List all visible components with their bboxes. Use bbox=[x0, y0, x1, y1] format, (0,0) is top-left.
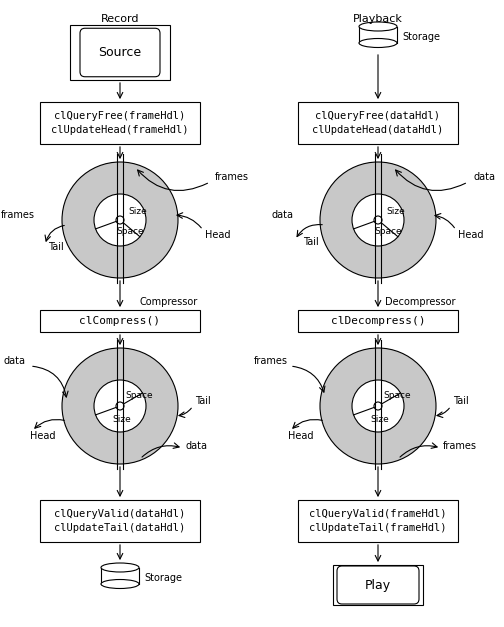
FancyBboxPatch shape bbox=[80, 28, 160, 76]
Bar bbox=[40, 102, 200, 144]
Text: Space: Space bbox=[125, 391, 153, 401]
Circle shape bbox=[94, 194, 146, 246]
Ellipse shape bbox=[359, 38, 397, 48]
Text: Play: Play bbox=[365, 579, 391, 591]
Ellipse shape bbox=[359, 22, 397, 31]
Text: Head: Head bbox=[205, 230, 230, 240]
Circle shape bbox=[374, 216, 382, 224]
Text: Size: Size bbox=[128, 208, 147, 216]
Text: Storage: Storage bbox=[144, 573, 182, 583]
Text: Space: Space bbox=[374, 228, 402, 236]
Bar bbox=[298, 102, 458, 144]
Bar bbox=[40, 500, 200, 542]
Ellipse shape bbox=[101, 579, 139, 589]
Text: Decompressor: Decompressor bbox=[386, 297, 456, 307]
Circle shape bbox=[116, 216, 124, 224]
Text: data: data bbox=[271, 210, 293, 220]
Text: frames: frames bbox=[1, 210, 35, 220]
Text: Head: Head bbox=[458, 230, 483, 240]
Circle shape bbox=[117, 404, 122, 409]
Bar bbox=[40, 310, 200, 332]
Bar bbox=[298, 310, 458, 332]
Circle shape bbox=[352, 194, 404, 246]
Text: Source: Source bbox=[98, 46, 142, 59]
Text: Space: Space bbox=[383, 391, 411, 401]
Bar bbox=[70, 25, 170, 80]
Circle shape bbox=[94, 380, 146, 432]
Text: clQueryValid(dataHdl)
clUpdateTail(dataHdl): clQueryValid(dataHdl) clUpdateTail(dataH… bbox=[54, 508, 185, 534]
Ellipse shape bbox=[101, 563, 139, 572]
Circle shape bbox=[374, 402, 382, 410]
Bar bbox=[333, 565, 423, 605]
Text: clQueryValid(frameHdl)
clUpdateTail(frameHdl): clQueryValid(frameHdl) clUpdateTail(fram… bbox=[309, 508, 447, 534]
Text: clCompress(): clCompress() bbox=[80, 316, 160, 326]
Circle shape bbox=[375, 404, 381, 409]
Text: Tail: Tail bbox=[48, 242, 64, 252]
Text: data: data bbox=[185, 441, 207, 451]
Bar bbox=[298, 500, 458, 542]
Circle shape bbox=[320, 162, 436, 278]
Circle shape bbox=[116, 402, 124, 410]
Text: Tail: Tail bbox=[303, 237, 319, 247]
Text: Playback: Playback bbox=[353, 14, 403, 24]
Text: Compressor: Compressor bbox=[140, 297, 198, 307]
FancyBboxPatch shape bbox=[337, 566, 419, 604]
Text: frames: frames bbox=[443, 441, 477, 451]
Text: Record: Record bbox=[101, 14, 139, 24]
Circle shape bbox=[62, 162, 178, 278]
Circle shape bbox=[320, 348, 436, 464]
Text: Size: Size bbox=[370, 416, 389, 424]
Text: Size: Size bbox=[386, 208, 405, 216]
Text: clQueryFree(dataHdl)
clUpdateHead(dataHdl): clQueryFree(dataHdl) clUpdateHead(dataHd… bbox=[312, 110, 444, 135]
Text: data: data bbox=[3, 356, 25, 366]
Text: clDecompress(): clDecompress() bbox=[331, 316, 425, 326]
Circle shape bbox=[352, 380, 404, 432]
Circle shape bbox=[375, 218, 381, 223]
Text: Space: Space bbox=[116, 228, 144, 236]
Text: Tail: Tail bbox=[453, 396, 469, 406]
Text: Tail: Tail bbox=[195, 396, 211, 406]
Text: frames: frames bbox=[215, 172, 249, 182]
Circle shape bbox=[62, 348, 178, 464]
Circle shape bbox=[117, 218, 122, 223]
Text: Head: Head bbox=[30, 431, 55, 441]
Text: clQueryFree(frameHdl)
clUpdateHead(frameHdl): clQueryFree(frameHdl) clUpdateHead(frame… bbox=[51, 110, 189, 135]
Text: Size: Size bbox=[112, 416, 131, 424]
Text: data: data bbox=[473, 172, 495, 182]
Text: frames: frames bbox=[254, 356, 288, 366]
Text: Storage: Storage bbox=[402, 32, 440, 42]
Text: Head: Head bbox=[288, 431, 313, 441]
